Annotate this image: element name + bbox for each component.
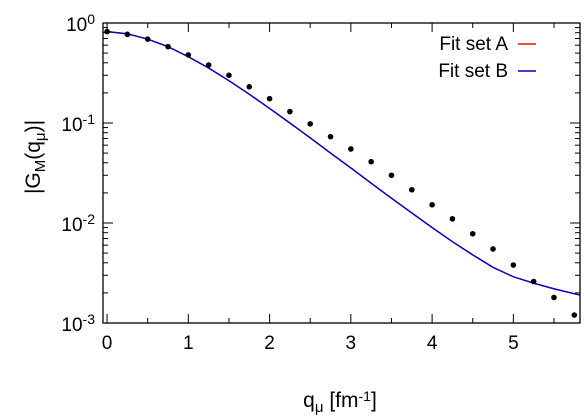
plot-frame bbox=[102, 22, 581, 324]
axis-ticks bbox=[103, 22, 580, 324]
x-tick-label: 4 bbox=[427, 333, 438, 354]
data-point bbox=[266, 95, 273, 102]
data-point bbox=[246, 84, 253, 90]
x-tick-label: 1 bbox=[183, 333, 194, 354]
data-point bbox=[449, 216, 456, 222]
y-axis-title-subscript-2: μ bbox=[32, 132, 49, 141]
data-point bbox=[469, 230, 476, 237]
y-axis-title-subscript-1: M bbox=[32, 160, 49, 173]
legend-label: Fit set A bbox=[439, 34, 508, 55]
x-axis-title-main: q bbox=[303, 389, 315, 412]
data-point bbox=[368, 158, 374, 165]
data-point bbox=[571, 312, 578, 318]
y-tick-labels: 100 10-1 10-2 10-3 bbox=[61, 11, 95, 336]
data-point bbox=[185, 52, 192, 58]
x-tick-label: 5 bbox=[508, 333, 519, 354]
data-point bbox=[104, 28, 110, 35]
data-point bbox=[327, 133, 334, 140]
x-tick-labels: 0 1 2 3 4 5 bbox=[102, 333, 519, 354]
y-tick-label: 10-1 bbox=[61, 111, 95, 136]
y-axis-title-post: )| bbox=[22, 120, 45, 132]
data-point bbox=[144, 36, 151, 42]
x-tick-label: 0 bbox=[102, 333, 113, 354]
x-axis-title-close: ] bbox=[371, 389, 377, 412]
data-point bbox=[348, 146, 354, 152]
data-point bbox=[408, 186, 415, 193]
x-axis-title-subscript: μ bbox=[315, 399, 324, 416]
data-point bbox=[388, 172, 395, 179]
x-tick-label: 2 bbox=[264, 333, 275, 354]
y-tick-label: 100 bbox=[66, 11, 95, 36]
data-point bbox=[429, 202, 435, 208]
legend: Fit set A Fit set B bbox=[438, 34, 536, 82]
data-point bbox=[307, 121, 314, 127]
data-point bbox=[287, 108, 293, 115]
y-axis-title-pre: |G bbox=[22, 172, 45, 194]
x-axis-title-superscript: -1 bbox=[359, 388, 372, 404]
x-axis-title: qμ [fm-1] bbox=[303, 388, 377, 416]
data-point bbox=[226, 72, 232, 79]
data-point bbox=[530, 278, 537, 285]
y-axis-title: |GM(qμ)| bbox=[22, 120, 49, 194]
y-tick-label: 10-2 bbox=[61, 211, 95, 236]
series-line-1 bbox=[106, 30, 580, 296]
series-layer bbox=[104, 28, 580, 318]
data-point bbox=[124, 31, 131, 38]
data-point bbox=[551, 294, 557, 301]
x-tick-label: 3 bbox=[346, 333, 357, 354]
data-point bbox=[205, 62, 212, 68]
data-point bbox=[165, 43, 171, 50]
data-point bbox=[510, 262, 517, 268]
legend-label: Fit set B bbox=[438, 61, 508, 82]
data-point bbox=[490, 246, 496, 252]
y-axis-title-mid: (q bbox=[22, 141, 45, 160]
x-axis-title-unit: [fm bbox=[324, 389, 359, 412]
y-tick-label: 10-3 bbox=[61, 311, 95, 336]
